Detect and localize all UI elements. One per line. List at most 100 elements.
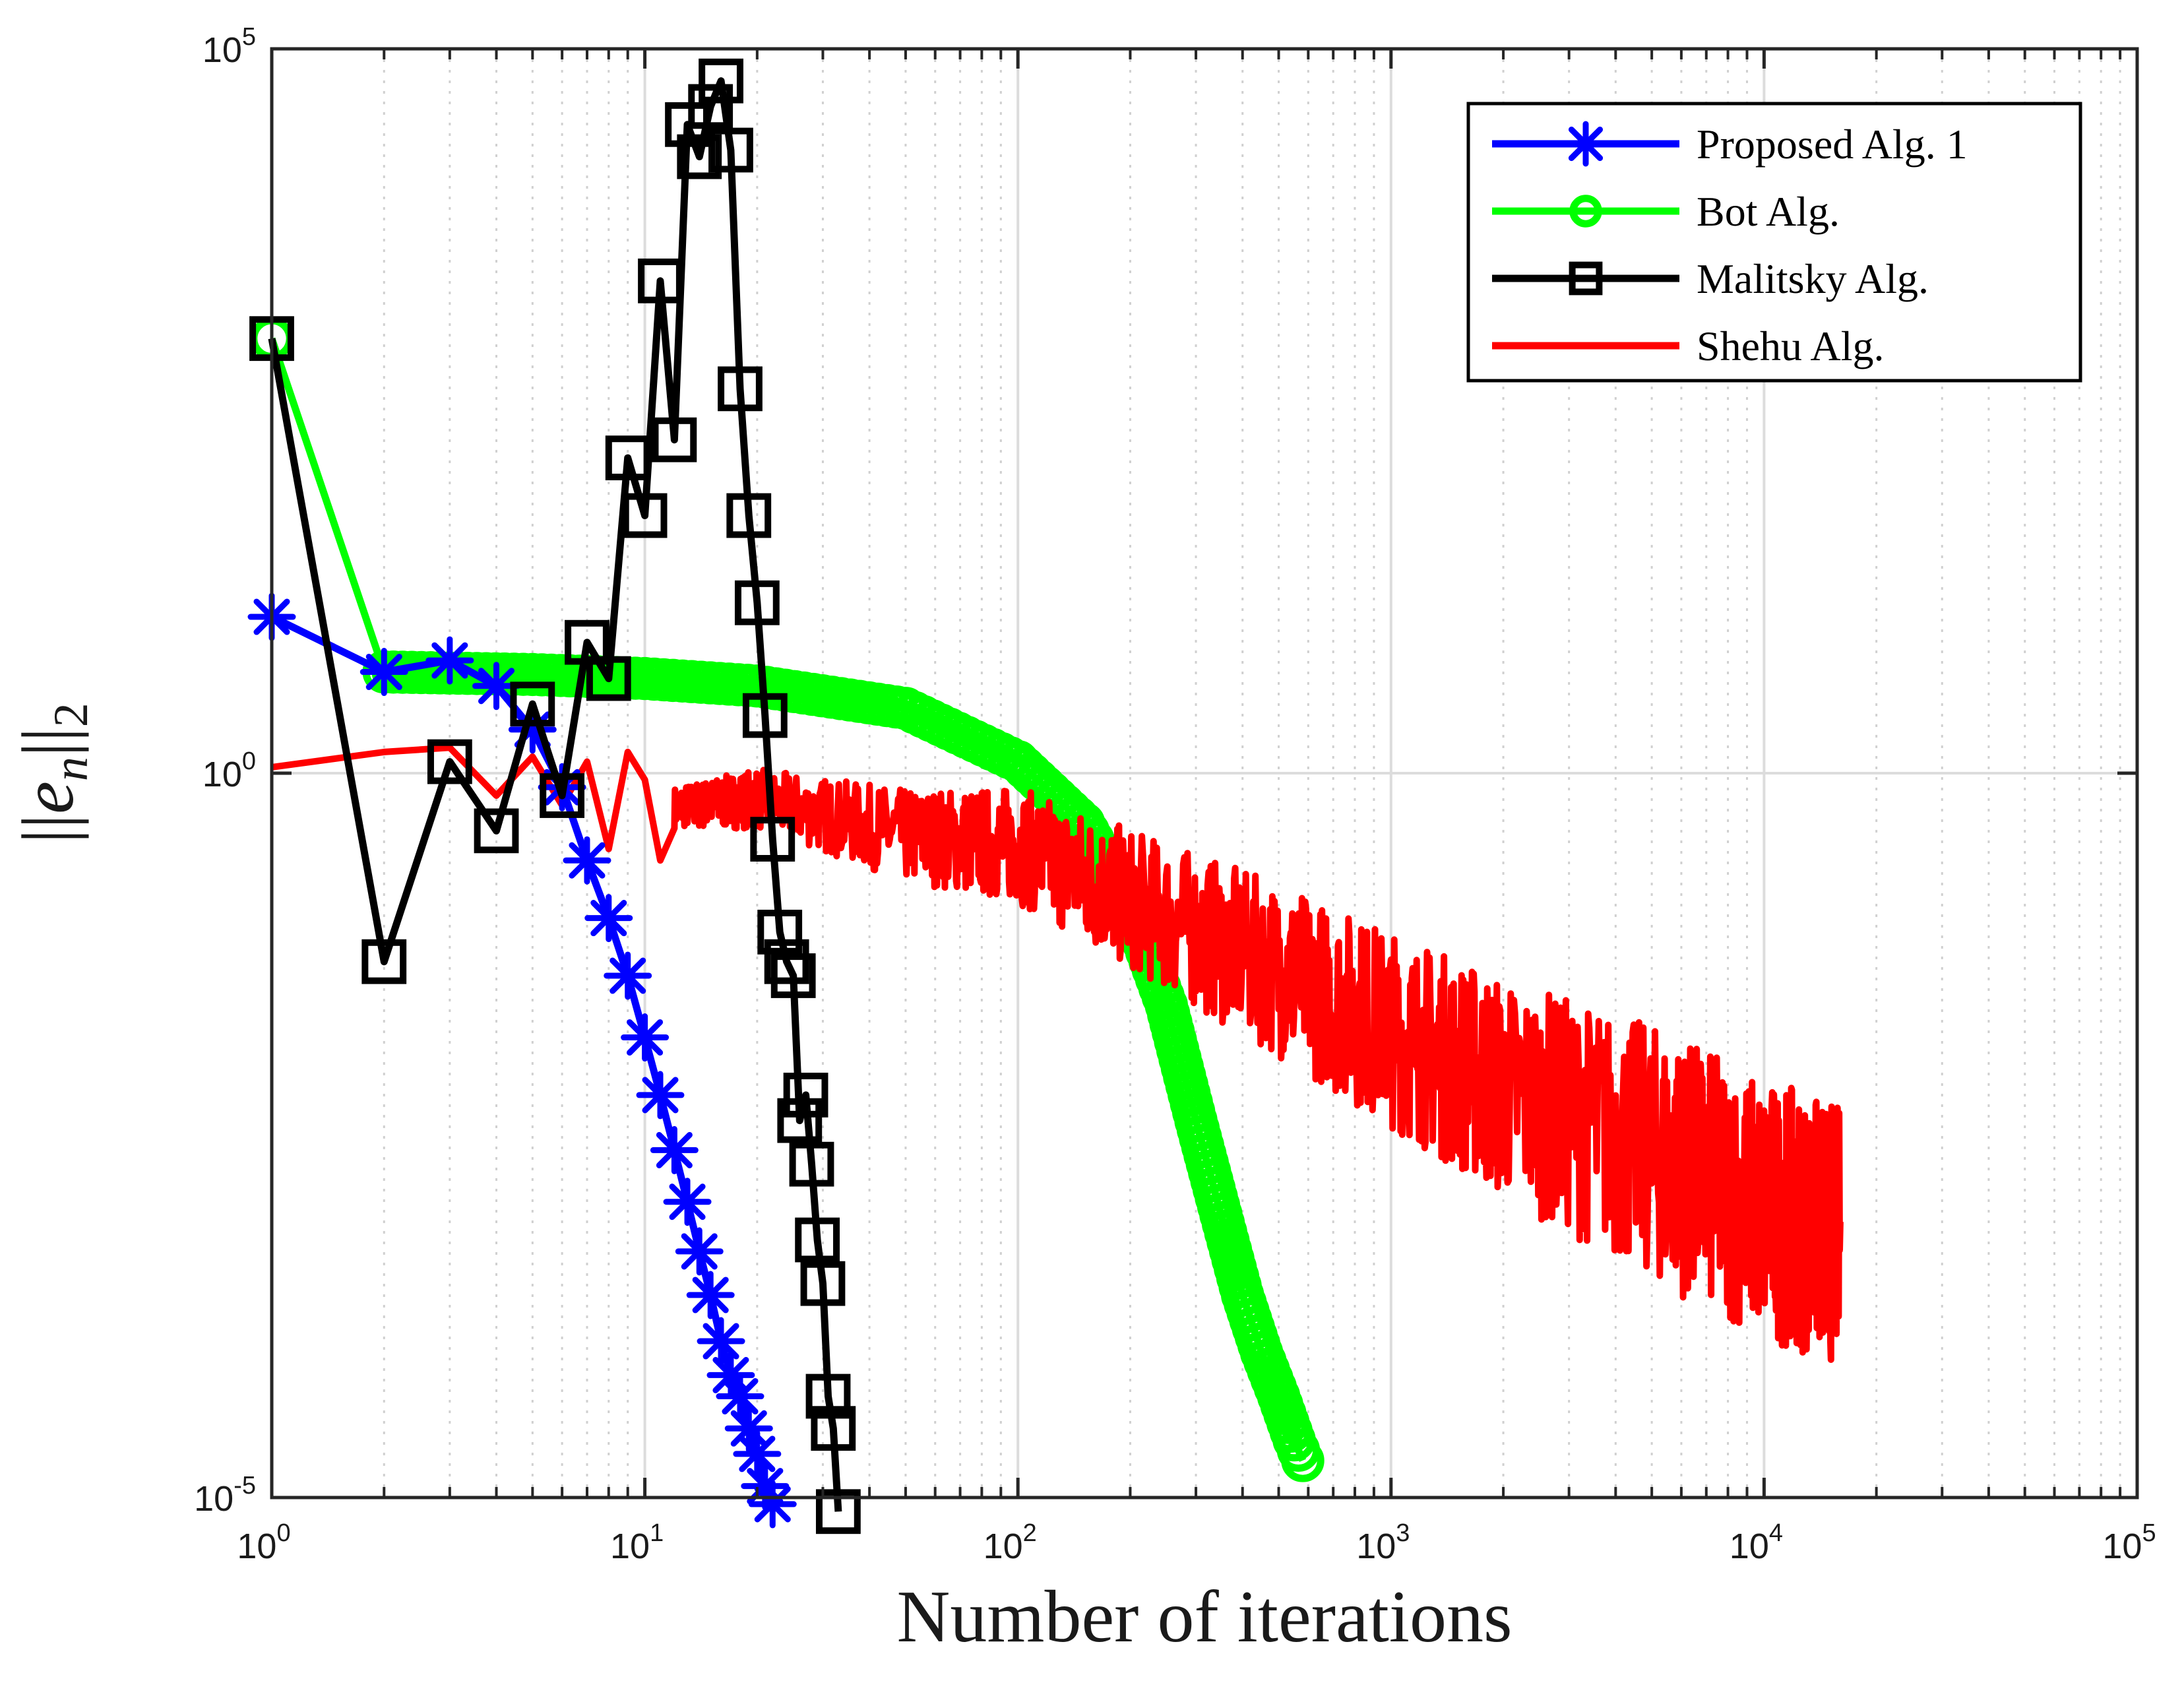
square-marker	[427, 739, 472, 784]
tick-exponent: 2	[1023, 1519, 1037, 1547]
square-marker	[783, 1073, 828, 1118]
legend-label: Shehu Alg.	[1697, 323, 1884, 369]
legend-label: Malitsky Alg.	[1697, 255, 1929, 302]
series-line-shehu	[271, 744, 1844, 1363]
asterisk-marker	[636, 1071, 685, 1120]
legend-item: Shehu Alg.	[1492, 323, 1884, 369]
legend-label: Bot Alg.	[1697, 188, 1840, 235]
series-2	[249, 58, 861, 1534]
asterisk-marker	[663, 1178, 712, 1226]
tick-exponent: 0	[242, 747, 256, 775]
tick-base: 10	[1356, 1527, 1396, 1566]
asterisk-marker	[563, 836, 611, 885]
asterisk-marker	[359, 648, 408, 697]
y-axis-label-norm-index: 2	[44, 703, 98, 727]
square-marker	[805, 1374, 851, 1419]
asterisk-marker	[604, 951, 652, 1000]
square-marker	[795, 1217, 840, 1263]
square-marker	[777, 1098, 823, 1143]
tick-exponent: 5	[2142, 1519, 2156, 1547]
square-marker	[622, 493, 668, 538]
square-marker	[734, 580, 780, 625]
legend-item: Bot Alg.	[1492, 188, 1840, 235]
series-layer	[247, 58, 1844, 1534]
square-marker	[652, 417, 697, 462]
asterisk-marker	[472, 662, 521, 711]
asterisk-marker	[716, 1372, 764, 1421]
square-marker	[1569, 261, 1603, 296]
square-marker	[718, 366, 763, 412]
legend-box	[1466, 102, 2082, 383]
tick-base: 10	[2102, 1527, 2142, 1566]
square-marker	[540, 773, 585, 818]
legend-item: Malitsky Alg.	[1492, 255, 1929, 302]
asterisk-marker	[697, 1317, 745, 1366]
square-marker	[750, 817, 796, 862]
square-marker	[699, 58, 743, 104]
square-marker	[757, 909, 803, 955]
tick-exponent: 5	[242, 23, 256, 51]
tick-exponent: 3	[1396, 1519, 1410, 1547]
series-3	[271, 744, 1844, 1363]
square-marker	[770, 953, 816, 998]
square-marker	[605, 435, 650, 481]
square-marker	[361, 939, 407, 984]
legend-label: Proposed Alg. 1	[1697, 121, 1968, 168]
asterisk-marker	[425, 636, 474, 685]
x-tick-label: 104	[1730, 1519, 1783, 1566]
x-tick-label: 101	[610, 1519, 664, 1566]
square-marker	[764, 939, 809, 984]
asterisk-marker	[748, 1480, 797, 1529]
square-marker	[742, 693, 788, 738]
tick-base: 10	[203, 30, 242, 70]
y-axis-label-subscript: n	[44, 757, 98, 781]
tick-base: 10	[194, 1479, 234, 1519]
square-marker	[688, 84, 733, 129]
y-axis-label: ||en||2	[7, 703, 98, 843]
asterisk-marker	[650, 1125, 699, 1174]
tick-exponent: 0	[276, 1519, 290, 1547]
square-marker	[811, 1406, 856, 1451]
tick-base: 10	[983, 1527, 1023, 1566]
square-marker	[726, 493, 772, 538]
tick-base: 10	[237, 1527, 276, 1566]
tick-exponent: 4	[1769, 1519, 1783, 1547]
square-marker	[800, 1261, 846, 1306]
square-marker	[789, 1141, 834, 1187]
x-tick-label: 105	[2102, 1519, 2156, 1566]
square-marker	[586, 656, 631, 701]
tick-base: 10	[610, 1527, 650, 1566]
circle-marker	[1281, 1439, 1325, 1482]
square-marker	[677, 134, 722, 179]
asterisk-marker	[621, 1013, 670, 1062]
tick-exponent: -5	[234, 1472, 256, 1500]
legend-item: Proposed Alg. 1	[1492, 121, 1968, 168]
asterisk-marker	[675, 1227, 724, 1276]
y-tick-label: 10-5	[194, 1472, 256, 1519]
x-axis-label: Number of iterations	[896, 1576, 1512, 1658]
tick-exponent: 1	[650, 1519, 664, 1547]
x-tick-labels: 100 101 102 103 104 105	[237, 1519, 2156, 1566]
asterisk-marker	[686, 1271, 735, 1319]
square-marker	[638, 258, 683, 303]
square-marker	[510, 681, 555, 727]
square-marker	[708, 127, 753, 173]
legend: Proposed Alg. 1 Bot Alg. Malitsky Alg. Sheh…	[1466, 102, 2082, 383]
square-marker	[474, 808, 519, 854]
tick-base: 10	[1730, 1527, 1769, 1566]
tick-base: 10	[203, 755, 242, 794]
x-tick-label: 100	[237, 1519, 290, 1566]
asterisk-marker	[1563, 121, 1609, 167]
y-tick-label: 100	[203, 747, 256, 794]
square-marker	[815, 1489, 861, 1534]
y-tick-label: 105	[203, 23, 256, 70]
asterisk-marker	[733, 1430, 782, 1478]
x-tick-label: 102	[983, 1519, 1037, 1566]
x-tick-label: 103	[1356, 1519, 1410, 1566]
y-axis-label-open: ||	[7, 814, 89, 844]
tick-marks	[270, 47, 2139, 1500]
y-axis-label-symbol: e	[7, 781, 89, 814]
y-axis-label-close: ||	[7, 727, 89, 757]
